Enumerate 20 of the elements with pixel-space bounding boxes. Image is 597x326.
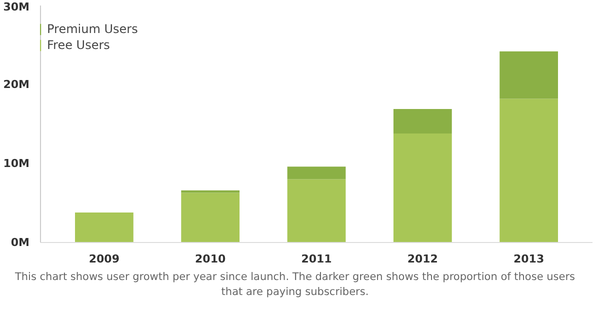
x-tick-label: 2013 (514, 252, 544, 266)
x-tick-label: 2010 (195, 252, 226, 266)
bar (500, 98, 558, 242)
legend-label: Free Users (47, 38, 110, 52)
y-tick-label: 0M (10, 236, 30, 249)
bar (287, 179, 346, 242)
y-tick-label: 10M (3, 157, 30, 170)
bar (181, 192, 240, 242)
x-tick-label: 2009 (88, 252, 120, 266)
x-tick-label: 2011 (301, 252, 332, 266)
bar (500, 51, 558, 99)
x-tick-label: 2012 (407, 252, 438, 266)
text: This chart shows user growth per year since launch. The darker green shows the proportion of those users that are paying subscribers. (14, 270, 576, 300)
y-tick-label: 20M (3, 78, 30, 91)
bar (75, 212, 134, 242)
bar (393, 108, 452, 134)
bar (393, 133, 452, 242)
legend-label: Premium Users (47, 22, 138, 36)
bar (287, 166, 346, 180)
y-tick-label: 30M (3, 0, 30, 14)
